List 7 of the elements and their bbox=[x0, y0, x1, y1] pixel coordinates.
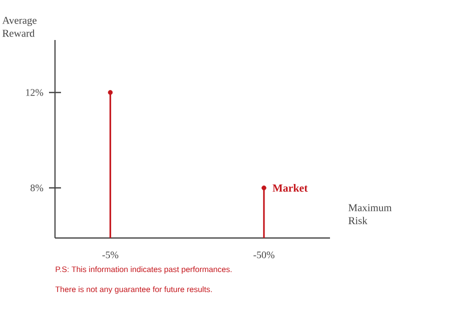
x-axis-title: Maximum Risk bbox=[348, 204, 392, 224]
annotation: Market bbox=[272, 184, 308, 192]
y-tick-label: 12% bbox=[26, 89, 44, 96]
y-axis-title: Average Reward bbox=[2, 16, 36, 37]
y-tick-label: 8% bbox=[30, 184, 44, 192]
x-tick-label: -5% bbox=[102, 252, 118, 258]
x-tick-label: -50% bbox=[254, 252, 274, 258]
